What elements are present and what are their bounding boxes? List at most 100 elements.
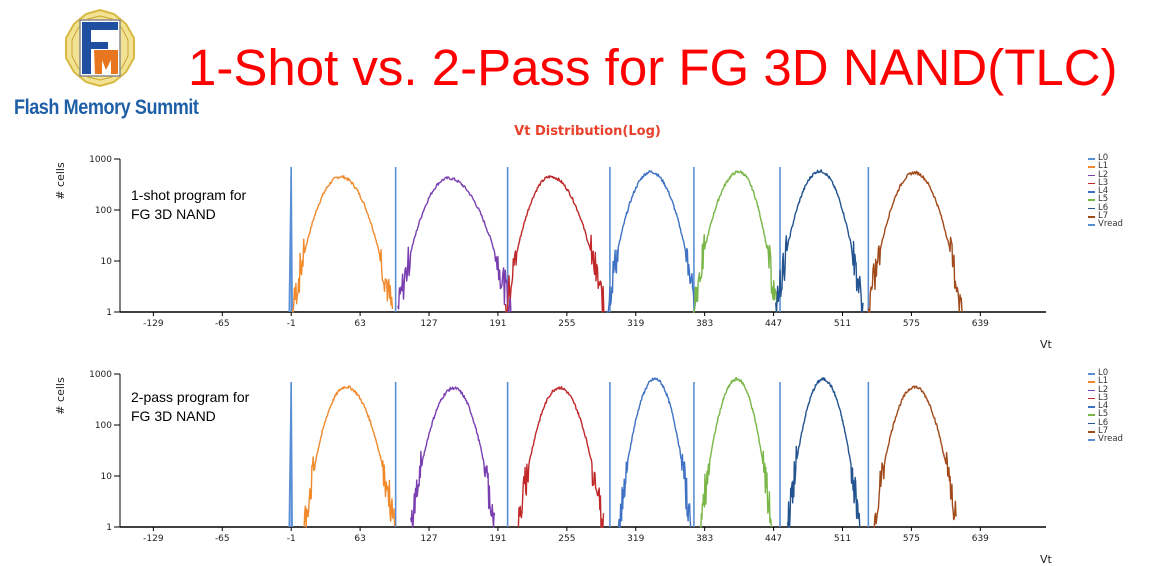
y-tick-label: 10 [101, 257, 113, 267]
x-tick-label: -65 [215, 534, 230, 544]
y-tick-label: 1 [106, 523, 112, 533]
x-tick-label: -1 [287, 534, 296, 544]
chart1-annotation-line2: FG 3D NAND [131, 206, 216, 222]
legend-swatch-L0 [1088, 373, 1095, 375]
x-tick-label: 255 [558, 534, 575, 544]
x-tick-label: 127 [420, 534, 437, 544]
fms-emblem-icon [65, 8, 135, 88]
x-tick-label: 383 [696, 534, 713, 544]
legend-swatch-L4 [1088, 406, 1095, 408]
legend-item-Vread: Vread [1088, 219, 1123, 230]
legend-item-L1: L1 [1088, 376, 1123, 387]
series-L7-line [867, 170, 963, 313]
series-L5-line [692, 170, 778, 313]
chart1-annotation-line1: 1-shot program for [131, 187, 247, 203]
chart-title: Vt Distribution(Log) [514, 124, 661, 139]
legend-label: L5 [1098, 409, 1109, 420]
legend-swatch-L0 [1088, 158, 1095, 160]
y-tick-label: 1 [106, 308, 112, 318]
y-tick-label: 100 [95, 206, 112, 216]
x-tick-label: 191 [489, 319, 506, 329]
x-tick-label: 319 [627, 534, 644, 544]
x-tick-label: 639 [972, 319, 989, 329]
legend-item-L2: L2 [1088, 385, 1123, 394]
legend-item-L4: L4 [1088, 402, 1123, 410]
chart2-legend: L0 L1 L2 L3 L4 L5 L6 L7 Vread [1088, 369, 1123, 444]
legend-label: L5 [1098, 194, 1109, 205]
legend-label: L0 [1098, 153, 1109, 163]
logo-text: Flash Memory Summit [14, 96, 199, 119]
series-L2-line [397, 176, 512, 313]
legend-swatch-L5 [1088, 199, 1095, 201]
legend-label: L3 [1098, 177, 1109, 188]
legend-label: L7 [1098, 426, 1109, 437]
legend-swatch-L3 [1088, 182, 1095, 185]
chart2-annotation: 2-pass program for FG 3D NAND [131, 388, 249, 426]
legend-item-L6: L6 [1088, 204, 1123, 212]
x-tick-label: 383 [696, 319, 713, 329]
legend-label: L4 [1098, 186, 1109, 197]
y-axis-label: # cells [54, 162, 67, 200]
series-L4-line [606, 170, 698, 313]
series-L1-line [303, 385, 396, 528]
legend-swatch-Vread [1088, 439, 1095, 441]
chart2-annotation-line2: FG 3D NAND [131, 408, 216, 424]
legend-label: Vread [1098, 434, 1123, 445]
legend-item-Vread: Vread [1088, 434, 1123, 445]
legend-swatch-L3 [1088, 397, 1095, 400]
series-L3-line [504, 175, 606, 313]
legend-swatch-L5 [1088, 414, 1095, 416]
x-tick-label: -129 [143, 534, 164, 544]
legend-label: L1 [1098, 376, 1109, 387]
legend-item-L0: L0 [1088, 154, 1123, 162]
series-L1-line [291, 175, 394, 313]
legend-item-L1: L1 [1088, 161, 1123, 172]
legend-item-L5: L5 [1088, 409, 1123, 420]
x-tick-label: -65 [215, 319, 230, 329]
series-L7-line [873, 385, 957, 528]
y-tick-label: 1000 [89, 370, 112, 380]
series-L3-line [517, 385, 605, 528]
legend-label: L0 [1098, 368, 1109, 378]
x-tick-label: 127 [420, 319, 437, 329]
legend-item-L3: L3 [1088, 179, 1123, 187]
y-axis-label: # cells [54, 377, 67, 415]
series-L6-line [786, 377, 861, 528]
x-axis-label: Vt [1040, 338, 1053, 351]
legend-item-L4: L4 [1088, 187, 1123, 195]
series-L2-line [410, 386, 496, 528]
legend-item-L2: L2 [1088, 169, 1123, 180]
slide-title: 1-Shot vs. 2-Pass for FG 3D NAND(TLC) [188, 39, 1118, 96]
legend-swatch-L6 [1088, 422, 1095, 425]
legend-swatch-L1 [1088, 381, 1095, 383]
x-tick-label: 639 [972, 534, 989, 544]
legend-item-L0: L0 [1088, 369, 1123, 377]
legend-label: L4 [1098, 401, 1109, 412]
legend-swatch-L2 [1088, 389, 1095, 392]
legend-label: L6 [1098, 202, 1109, 213]
x-tick-label: 511 [834, 534, 851, 544]
x-tick-label: 447 [765, 319, 782, 329]
chart1-legend: L0 L1 L2 L3 L4 L5 L6 L7 Vread [1088, 154, 1123, 229]
legend-swatch-L4 [1088, 191, 1095, 193]
x-tick-label: 511 [834, 319, 851, 329]
legend-swatch-L7 [1088, 431, 1095, 433]
legend-item-L7: L7 [1088, 427, 1123, 435]
legend-label: L6 [1098, 417, 1109, 428]
x-tick-label: 575 [903, 534, 920, 544]
y-tick-label: 1000 [89, 155, 112, 165]
x-tick-label: 63 [354, 534, 365, 544]
x-tick-label: 63 [354, 319, 365, 329]
legend-label: L2 [1098, 169, 1109, 180]
y-tick-label: 10 [101, 472, 113, 482]
legend-label: L1 [1098, 161, 1109, 172]
legend-swatch-L6 [1088, 207, 1095, 210]
x-tick-label: -129 [143, 319, 164, 329]
legend-item-L6: L6 [1088, 419, 1123, 427]
legend-label: L3 [1098, 392, 1109, 403]
chart2-annotation-line1: 2-pass program for [131, 389, 250, 405]
legend-label: Vread [1098, 219, 1123, 230]
legend-item-L7: L7 [1088, 212, 1123, 220]
series-L6-line [775, 169, 864, 313]
